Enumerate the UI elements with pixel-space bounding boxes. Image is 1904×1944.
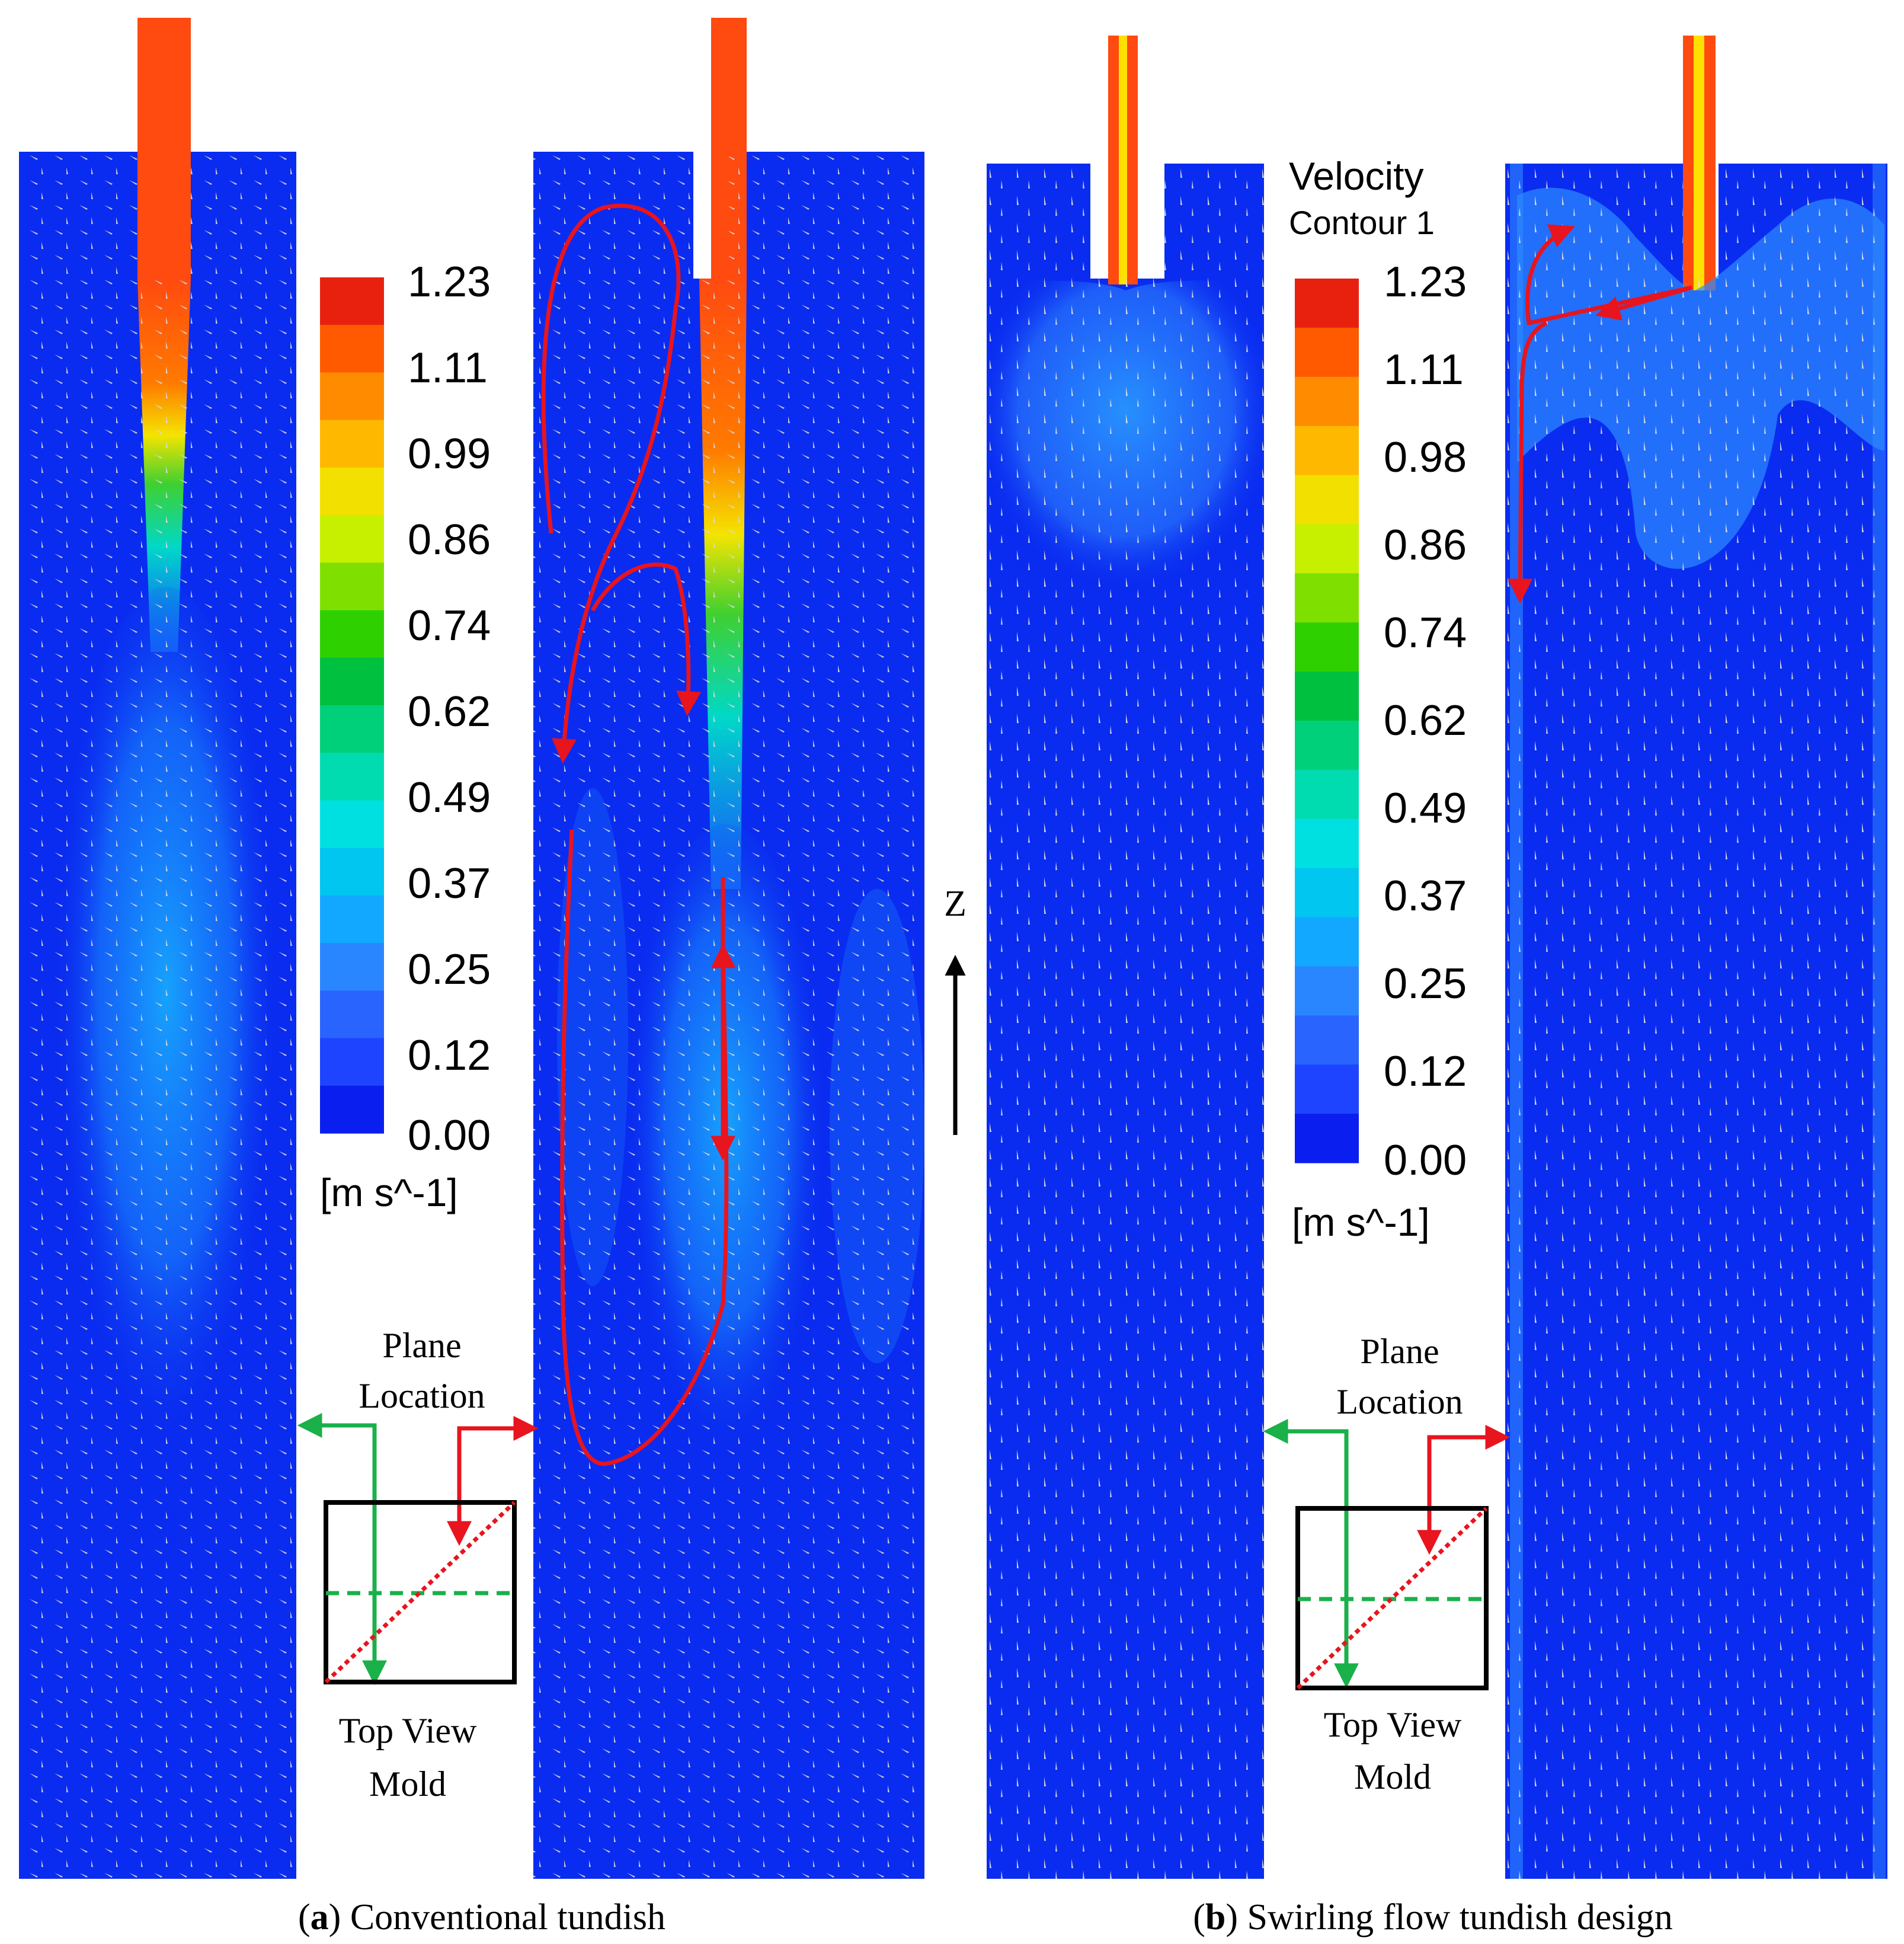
cbA-swatch-12: [320, 848, 384, 896]
cbA-swatch-16: [320, 1038, 384, 1086]
insetA-line1: Plane: [382, 1326, 461, 1365]
panel-b-colorbar-ticks: 1.23 1.11 0.98 0.86 0.74 0.62 0.49 0.37 …: [1292, 258, 1467, 1244]
cbB-swatch-6: [1295, 573, 1359, 623]
panel-a-letter: a: [311, 1897, 329, 1937]
cbA-swatch-9: [320, 705, 384, 753]
cbB-tick-3: 0.86: [1384, 522, 1467, 569]
z-axis-indicator: Z: [944, 884, 967, 1135]
cbA-tick-9: 0.12: [408, 1032, 491, 1079]
cbA-tick-0: 1.23: [408, 258, 491, 306]
panel-b-caption: (b) Swirling flow tundish design: [1193, 1897, 1672, 1937]
insetB-line2: Location: [1336, 1382, 1463, 1421]
cbB-swatch-17: [1295, 1114, 1359, 1163]
cbB-swatch-8: [1295, 672, 1359, 721]
cbB-swatch-11: [1295, 818, 1359, 869]
cbA-tick-1: 1.11: [408, 344, 488, 392]
cbA-swatch-4: [320, 467, 384, 516]
cbB-swatch-7: [1295, 622, 1359, 672]
cbB-unit: [m s^-1]: [1292, 1200, 1430, 1244]
cbA-tick-5: 0.62: [408, 688, 491, 736]
cbA-tick-7: 0.37: [408, 860, 491, 907]
panel-b-plane-location-inset: Plane Location Top View Mold: [1263, 1332, 1511, 1796]
cbA-swatch-0: [320, 277, 384, 325]
panel-b-plane-1: [987, 36, 1264, 1879]
cbA-swatch-8: [320, 657, 384, 706]
panel-a-plane-location-inset: Plane Location Top View Mold: [297, 1326, 539, 1804]
cbB-swatch-14: [1295, 966, 1359, 1016]
z-axis-label: Z: [944, 884, 967, 924]
panel-b-colorbar-title: Velocity Contour 1: [1289, 154, 1435, 241]
cbA-tick-10: 0.00: [408, 1112, 491, 1159]
cbA-unit: [m s^-1]: [320, 1171, 458, 1214]
cbB-tick-5: 0.62: [1384, 697, 1467, 744]
panel-a-streamlines: [541, 203, 736, 1466]
cbB-tick-8: 0.25: [1384, 960, 1467, 1008]
cbA-tick-3: 0.86: [408, 516, 491, 564]
cbB-tick-6: 0.49: [1384, 785, 1467, 832]
cbB-swatch-13: [1295, 917, 1359, 967]
panel-a-caption: (a) Conventional tundish: [298, 1897, 665, 1937]
panel-a-plane-2: [533, 18, 924, 1879]
cbB-swatch-1: [1295, 327, 1359, 378]
cbA-tick-8: 0.25: [408, 946, 491, 993]
panel-b-colorbar: [1295, 279, 1359, 1163]
insetB-caption2: Mold: [1354, 1757, 1431, 1796]
cbB-swatch-10: [1295, 769, 1359, 820]
cbA-swatch-14: [320, 943, 384, 991]
cbA-tick-4: 0.74: [408, 602, 491, 650]
cbA-swatch-15: [320, 990, 384, 1039]
cbB-swatch-9: [1295, 721, 1359, 770]
cbA-swatch-3: [320, 420, 384, 468]
cbA-tick-6: 0.49: [408, 774, 491, 821]
cbB-tick-7: 0.37: [1384, 872, 1467, 920]
cbB-tick-9: 0.12: [1384, 1048, 1467, 1095]
cbA-swatch-11: [320, 800, 384, 849]
cbB-swatch-15: [1295, 1015, 1359, 1065]
cbB-swatch-3: [1295, 426, 1359, 476]
panel-a-caption-text: Conventional tundish: [350, 1897, 665, 1937]
insetA-caption2: Mold: [369, 1764, 446, 1804]
cbB-tick-10: 0.00: [1384, 1137, 1467, 1184]
cbA-swatch-2: [320, 372, 384, 421]
cbB-swatch-16: [1295, 1064, 1359, 1114]
cbB-swatch-0: [1295, 279, 1359, 328]
insetA-line2: Location: [359, 1376, 485, 1415]
cbB-swatch-4: [1295, 475, 1359, 525]
panel-b-letter: b: [1205, 1897, 1225, 1937]
cbB-tick-2: 0.98: [1384, 434, 1467, 481]
cbA-tick-2: 0.99: [408, 430, 491, 478]
panel-a-plane-1: [19, 18, 296, 1879]
cbA-swatch-1: [320, 325, 384, 373]
cbA-swatch-7: [320, 610, 384, 658]
cbA-swatch-6: [320, 562, 384, 611]
cbB-swatch-12: [1295, 868, 1359, 918]
cbB-tick-4: 0.74: [1384, 609, 1467, 657]
cbB-tick-0: 1.23: [1384, 258, 1467, 306]
cbA-swatch-17: [320, 1085, 384, 1134]
cbA-swatch-13: [320, 895, 384, 944]
cbA-swatch-10: [320, 753, 384, 801]
panel-a-colorbar-ticks: 1.23 1.11 0.99 0.86 0.74 0.62 0.49 0.37 …: [320, 258, 491, 1214]
cbB-title2: Contour 1: [1289, 204, 1435, 241]
insetB-caption1: Top View: [1324, 1705, 1462, 1744]
panel-b-caption-text: Swirling flow tundish design: [1247, 1897, 1673, 1937]
cbB-tick-1: 1.11: [1384, 346, 1464, 394]
panel-b-streamlines: [1508, 224, 1692, 604]
panel-b-plane-2: [1505, 36, 1887, 1879]
insetA-caption1: Top View: [339, 1711, 477, 1750]
cbB-title1: Velocity: [1289, 154, 1423, 198]
cbB-swatch-5: [1295, 524, 1359, 574]
cbA-swatch-5: [320, 515, 384, 563]
panel-a-colorbar: [320, 277, 384, 1134]
cbB-swatch-2: [1295, 376, 1359, 427]
insetB-line1: Plane: [1360, 1332, 1439, 1371]
